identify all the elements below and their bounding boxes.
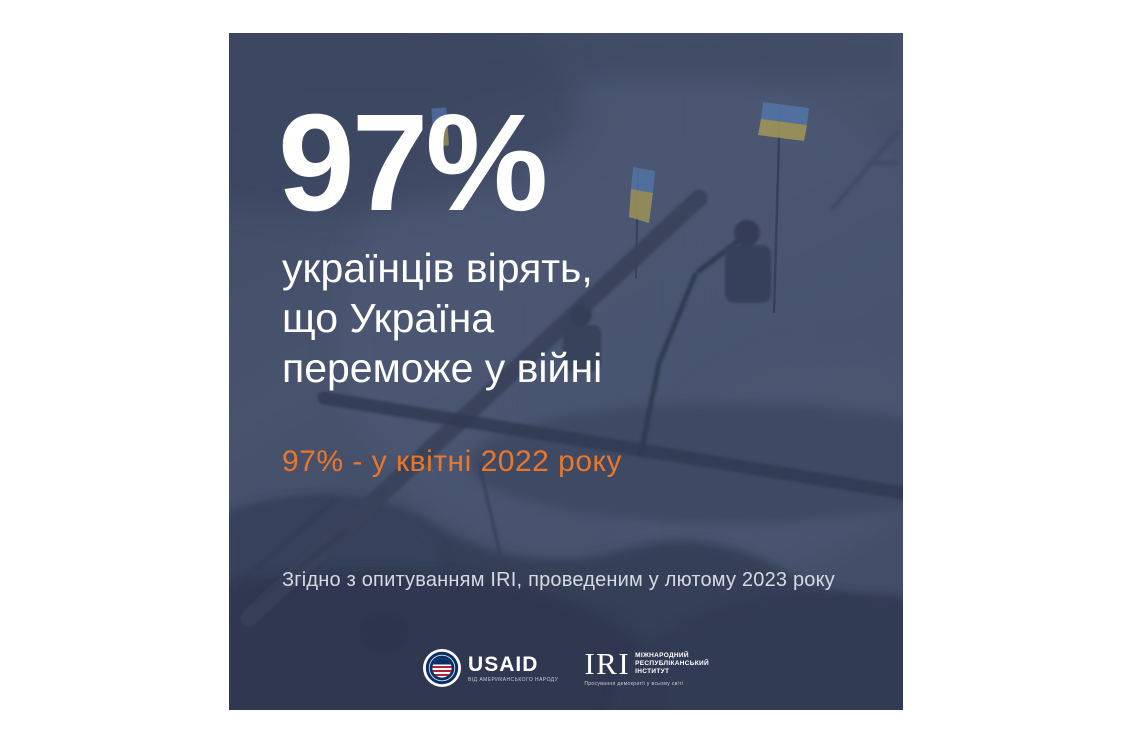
iri-org-line: РЕСПУБЛІКАНСЬКИЙ: [635, 660, 709, 668]
iri-wordmark: IRI МІЖНАРОДНИЙ РЕСПУБЛІКАНСЬКИЙ ІНСТИТУ…: [584, 646, 709, 682]
headline-text-line: що Україна: [282, 295, 495, 341]
tank-silhouettes: [229, 403, 903, 710]
usaid-wordmark: USAID ВІД АМЕРИКАНСЬКОГО НАРОДУ: [468, 652, 559, 683]
iri-org-line: ІНСТИТУТ: [635, 668, 670, 676]
iri-org-name: МІЖНАРОДНИЙ РЕСПУБЛІКАНСЬКИЙ ІНСТИТУТ: [635, 649, 709, 676]
iri-tagline: Просування демократії у всьому світі: [584, 680, 684, 687]
tanks-photo-background: [229, 33, 903, 710]
ukraine-flag-icon: [431, 107, 449, 147]
headline-text-line: українців вірять,: [282, 245, 593, 291]
usaid-tagline: ВІД АМЕРИКАНСЬКОГО НАРОДУ: [468, 676, 559, 683]
logo-row: USAID ВІД АМЕРИКАНСЬКОГО НАРОДУ IRI МІЖН…: [229, 645, 903, 691]
iri-name: IRI: [584, 646, 631, 682]
headline-percentage: 97%: [278, 86, 548, 240]
ukraine-flag-icon: [629, 167, 655, 279]
headline-text-line: переможе у війні: [282, 345, 603, 391]
headline-text: українців вірять, що Україна переможе у …: [282, 243, 602, 393]
comparison-stat-text: 97% - у квітні 2022 року: [282, 445, 622, 478]
source-attribution-text: Згідно з опитуванням IRI, проведеним у л…: [282, 569, 835, 591]
usaid-logo: USAID ВІД АМЕРИКАНСЬКОГО НАРОДУ: [423, 649, 558, 687]
ukraine-flag-icon: [758, 102, 809, 314]
soldier-silhouettes: [563, 220, 771, 371]
gun-barrels: [232, 130, 903, 627]
iri-org-line: МІЖНАРОДНИЙ: [635, 652, 689, 660]
usaid-emblem-icon: [423, 649, 462, 687]
infographic-card: 97% українців вірять, що Україна перемож…: [229, 33, 903, 710]
navy-overlay: [229, 33, 903, 710]
infographic-content: 97% українців вірять, що Україна перемож…: [229, 33, 903, 710]
iri-logo: IRI МІЖНАРОДНИЙ РЕСПУБЛІКАНСЬКИЙ ІНСТИТУ…: [584, 646, 709, 687]
usaid-name: USAID: [468, 652, 539, 676]
